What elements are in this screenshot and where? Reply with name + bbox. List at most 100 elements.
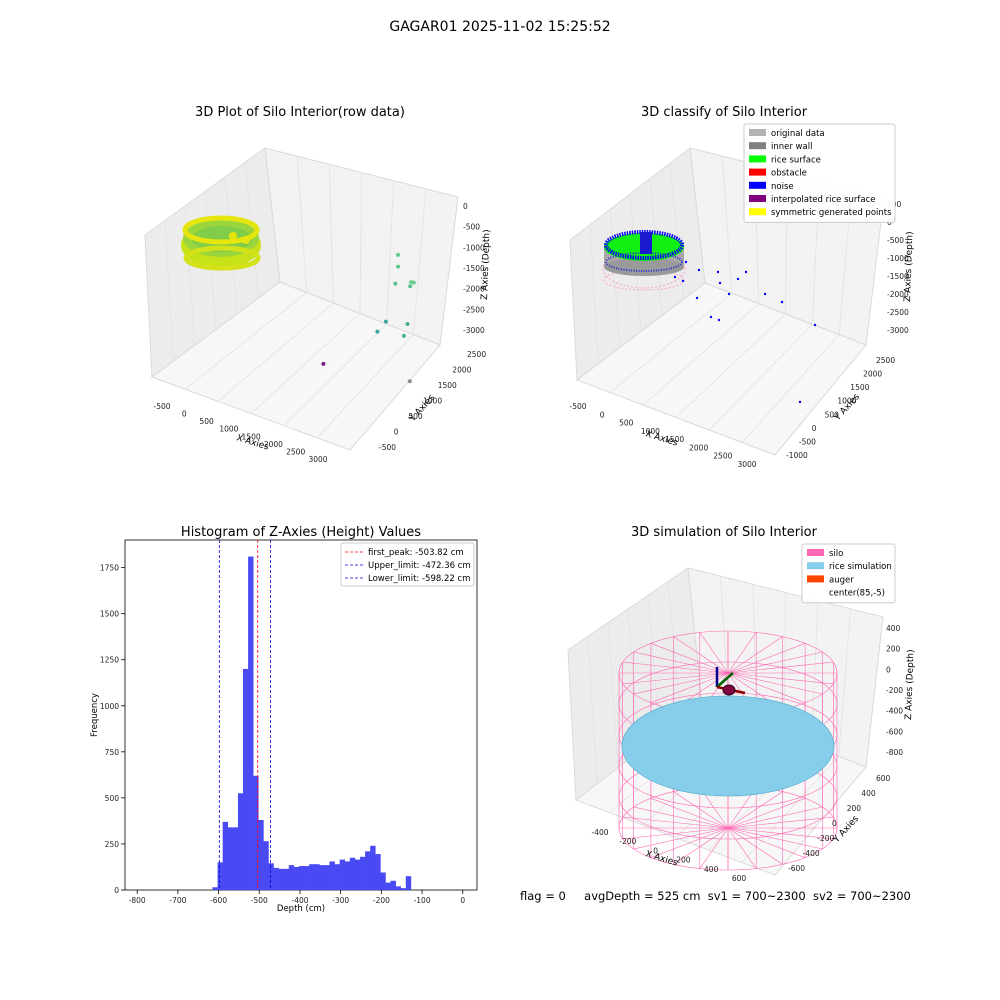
hist-bar (405, 876, 412, 890)
legend-label: center(85,-5) (829, 589, 885, 599)
classify3d-legend: original data inner wall rice surface obsta… (743, 123, 896, 223)
classify3d-zlabel: Z Axies (Depth) (903, 231, 915, 302)
silo-wire (727, 672, 834, 685)
silo-wire (650, 672, 729, 703)
panel-histogram: Histogram of Z-Axies (Height) Values -80… (90, 525, 478, 914)
silo-wire (727, 643, 806, 674)
tick-label: -2000 (887, 290, 909, 299)
hist-bar (237, 793, 244, 890)
legend-box (801, 543, 896, 604)
silo-wire (673, 827, 729, 865)
sim3d-title: 3D simulation of Silo Interior (631, 525, 818, 540)
legend-swatch (807, 575, 824, 583)
silo-wire (699, 632, 729, 674)
tick-label: 500 (199, 417, 214, 426)
panel-classify-3d: 3D classify of Silo Interior -500 0 500 100… (569, 105, 915, 469)
tick-label: 0 (812, 424, 817, 433)
grid-line (721, 156, 733, 294)
legend-swatch (749, 129, 766, 136)
grid-line (316, 334, 414, 439)
grid-line (609, 209, 621, 348)
hist-bar (298, 866, 305, 890)
hist-bar (273, 867, 279, 890)
data-point (396, 252, 400, 257)
silo-wire (727, 632, 757, 674)
hist-bars (212, 556, 412, 890)
tick-label: -400 (803, 849, 820, 858)
y-tick-label: 0 (114, 886, 119, 895)
hist-bar (278, 868, 285, 890)
silo-wire (727, 636, 783, 674)
tick-label: 2000 (863, 370, 882, 379)
hist-bar (222, 821, 229, 890)
tick-label: 1500 (665, 435, 684, 444)
tick-label: 600 (876, 774, 891, 783)
grid-line (164, 220, 174, 362)
tick-label: -200 (817, 834, 834, 843)
hist-bar (344, 861, 351, 890)
grid-line (741, 334, 840, 443)
legend-label: auger (829, 575, 854, 585)
tick-label: 2500 (467, 350, 486, 359)
tick-label: 1500 (850, 383, 869, 392)
sim3d-xlabel: X Axies (644, 849, 679, 868)
y-tick-label: 1500 (100, 610, 119, 619)
hist-bar (354, 859, 361, 890)
silo-wire (622, 661, 729, 674)
grid-line (217, 302, 334, 402)
tick-label: 2500 (286, 447, 305, 456)
tick-label: -500 (153, 402, 170, 411)
legend-box (743, 123, 896, 223)
tick-label: 1000 (219, 425, 238, 434)
tick-label: -1500 (463, 264, 485, 273)
tick-label: 500 (408, 412, 423, 421)
hist-bar (334, 864, 340, 890)
silo-wire (633, 651, 729, 674)
hist-bar (329, 861, 335, 890)
grid-line (708, 324, 813, 431)
legend-label: original data (771, 129, 825, 139)
classify3d-noise-points (673, 260, 817, 404)
hist-vlines (218, 540, 271, 890)
tick-label: 0 (600, 410, 605, 419)
grid-line (607, 622, 619, 768)
hist-bar (390, 880, 396, 890)
x-tick-label: -300 (332, 896, 349, 905)
silo-wire (622, 827, 729, 840)
tick-label: -600 (886, 727, 903, 736)
tick-label: -2500 (463, 305, 485, 314)
raw3d-title: 3D Plot of Silo Interior(row data) (195, 105, 405, 120)
tick-label: -200 (886, 686, 903, 695)
tick-label: 1000 (837, 397, 856, 406)
data-point (321, 361, 326, 366)
raw3d-zlabel: Z Axies (Depth) (480, 229, 492, 300)
hist-bar (227, 827, 234, 890)
x-tick-label: -200 (373, 896, 390, 905)
hist-bar (375, 854, 381, 890)
tick-label: 500 (619, 419, 634, 428)
silo-wire (727, 798, 806, 829)
raw3d-points (321, 252, 416, 384)
silo-wire (727, 827, 783, 865)
silo-wire (633, 672, 729, 695)
y-tick-label: 1000 (100, 702, 119, 711)
legend-label: rice simulation (829, 562, 892, 572)
classify3d-cluster (602, 230, 686, 291)
raw3d-z-ticks: 0 -500 -1000 -1500 -2000 -2500 -3000 (463, 202, 485, 335)
grid-line (328, 164, 334, 304)
tick-label: 3000 (737, 460, 756, 469)
x-tick-label: 0 (460, 896, 465, 905)
hist-ylabel: Frequency (90, 693, 100, 737)
status-avg-depth: avgDepth = 525 cm (584, 889, 701, 903)
tick-label: 2000 (452, 366, 471, 375)
classify3d-xlabel: X Axies (644, 429, 679, 448)
legend-swatch (807, 588, 824, 596)
silo-wire (673, 791, 729, 829)
sim3d-z-ticks: 400 200 0 -200 -400 -600 -800 (886, 624, 903, 757)
tick-label: 400 (861, 789, 876, 798)
silo-wire (650, 827, 729, 858)
silo-wire (727, 827, 823, 850)
hist-bar (212, 887, 218, 890)
hist-x-ticks: -800 -700 -600 -500 -400 -300 -200 -100 0 (129, 890, 465, 905)
tick-label: 0 (886, 665, 891, 674)
